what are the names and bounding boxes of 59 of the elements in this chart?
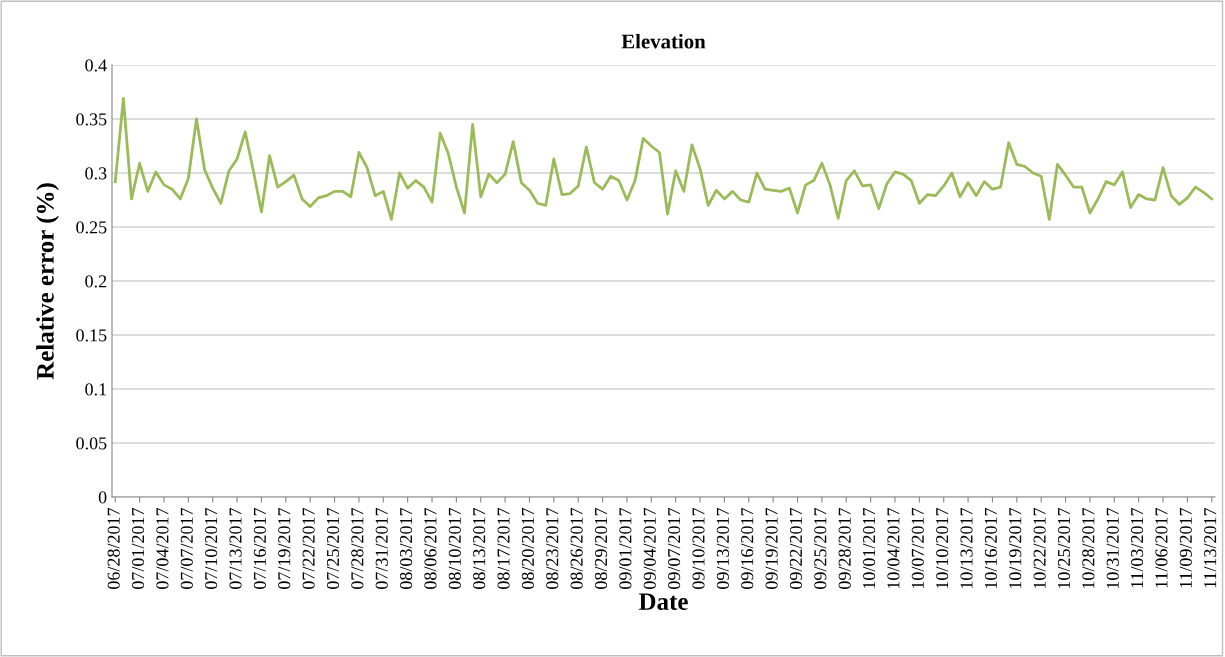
x-tick-label: 10/01/2017 [862, 507, 876, 589]
x-tick-label: 09/19/2017 [765, 507, 778, 589]
x-tick-label: 07/13/2017 [229, 507, 242, 589]
x-tick-label: 08/06/2017 [424, 507, 437, 589]
x-tick-label: 09/16/2017 [741, 507, 754, 589]
x-tick-label: 08/10/2017 [448, 507, 461, 589]
x-tick-label: 11/09/2017 [1179, 507, 1192, 588]
x-tick-label: 09/01/2017 [619, 507, 632, 589]
x-tick-label: 10/10/2017 [936, 507, 949, 589]
x-tick-label: 07/25/2017 [326, 507, 340, 589]
y-tick-label: 0.15 [76, 329, 107, 342]
x-tick-label: 10/31/2017 [1106, 507, 1119, 589]
x-tick-label: 10/19/2017 [1009, 507, 1022, 589]
x-tick-label: 07/10/2017 [205, 507, 218, 589]
x-tick-label: 11/06/2017 [1155, 507, 1168, 588]
x-tick-label: 08/17/2017 [497, 507, 510, 589]
line-series [113, 97, 1214, 221]
x-tick-label: 10/13/2017 [960, 507, 973, 589]
y-tick-label: 0.3 [85, 167, 107, 180]
x-axis-title: Date [638, 593, 688, 611]
x-tick-label: 08/23/2017 [546, 507, 559, 589]
y-tick-label: 0.25 [76, 221, 107, 234]
x-tick-label: 09/10/2017 [692, 507, 705, 589]
x-tick-label: 07/04/2017 [156, 507, 169, 589]
chart-title: Elevation [621, 33, 706, 49]
x-tick-label: 08/13/2017 [473, 507, 486, 589]
x-tick-label: 07/28/2017 [351, 507, 364, 589]
x-tick-label: 08/29/2017 [594, 507, 608, 589]
x-tick-label: 10/04/2017 [887, 507, 900, 589]
x-tick-label: 07/31/2017 [375, 507, 388, 589]
x-tick-label: 10/07/2017 [911, 507, 924, 589]
x-tick-label: 09/28/2017 [838, 507, 851, 589]
x-tick-label: 10/22/2017 [1033, 507, 1046, 589]
y-axis-title: Relative error (%) [36, 183, 59, 380]
y-tick-label: 0.4 [85, 59, 107, 72]
x-tick-label: 09/25/2017 [814, 507, 827, 589]
x-tick-label: 07/16/2017 [253, 507, 266, 589]
y-tick-label: 0.05 [76, 437, 107, 450]
x-tick-label: 07/22/2017 [302, 507, 315, 589]
y-tick-label: 0.35 [76, 113, 107, 126]
x-tick-label: 09/07/2017 [668, 507, 681, 589]
x-tick-label: 09/13/2017 [716, 507, 729, 589]
x-tick-label: 06/28/2017 [107, 507, 120, 589]
x-tick-label: 07/01/2017 [131, 507, 145, 589]
x-tick-label: 09/04/2017 [643, 507, 656, 589]
x-tick-label: 08/26/2017 [570, 507, 583, 589]
y-tick-label: 0.2 [85, 275, 107, 288]
x-tick-label: 07/19/2017 [278, 507, 291, 589]
x-tick-label: 10/16/2017 [984, 507, 997, 589]
y-tick-label: 0 [98, 491, 107, 504]
y-tick-label: 0.1 [85, 383, 107, 396]
x-tick-label: 08/03/2017 [399, 507, 413, 589]
x-tick-label: 10/25/2017 [1057, 507, 1071, 589]
x-tick-label: 11/03/2017 [1130, 507, 1144, 588]
x-tick-label: 07/07/2017 [180, 507, 193, 589]
x-tick-label: 08/20/2017 [521, 507, 534, 589]
x-tick-label: 11/13/2017 [1204, 507, 1217, 588]
x-tick-label: 09/22/2017 [789, 507, 803, 589]
x-tick-label: 10/28/2017 [1082, 507, 1095, 589]
